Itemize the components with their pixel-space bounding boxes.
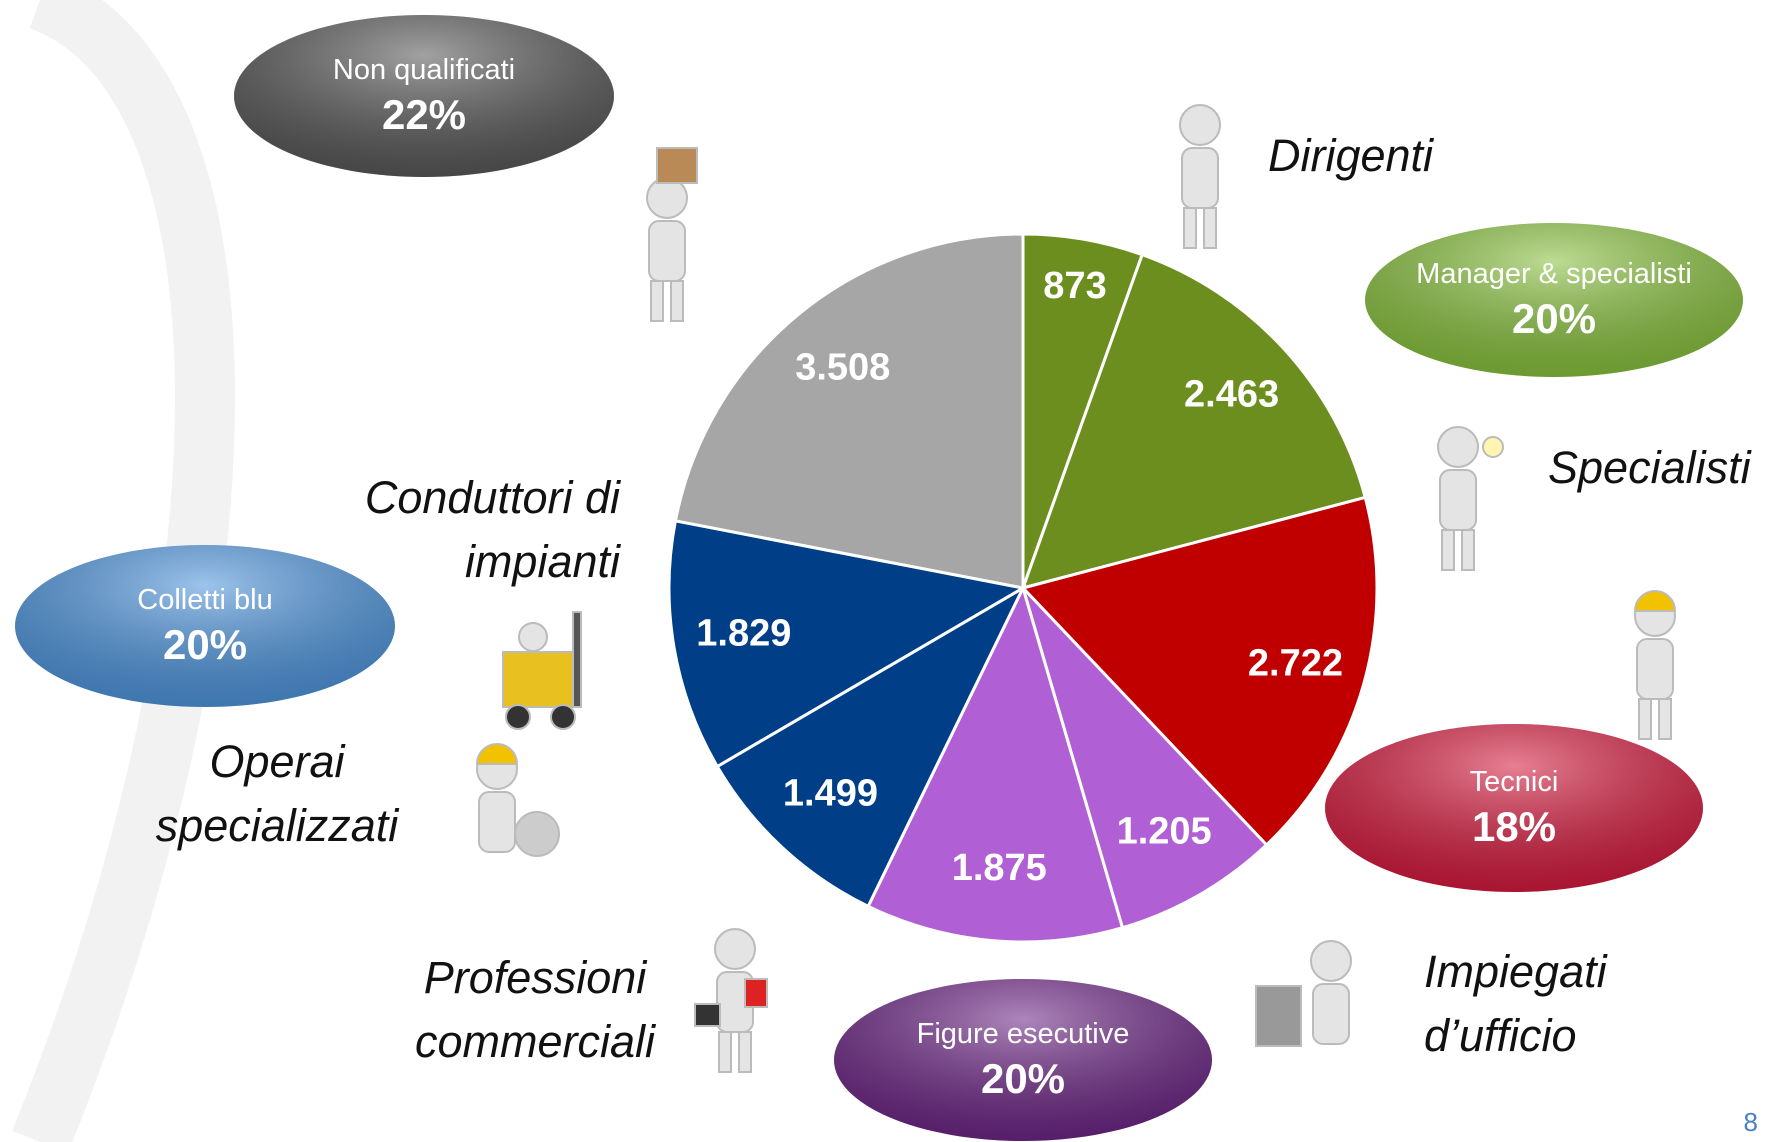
pie-slice (1020, 252, 1368, 591)
pie-slice (1020, 495, 1379, 848)
pie-slice (673, 232, 1025, 590)
pie-slice (1021, 586, 1269, 930)
category-label: Impiegati d’ufficio (1424, 946, 1607, 1061)
value-label: 873 (1043, 265, 1106, 307)
icons (475, 104, 1677, 1073)
group-text: Tecnici 18% (1364, 763, 1664, 853)
group-percent: 20% (980, 1055, 1066, 1102)
pie: 873 2.463 2.722 1.205 1.875 1.499 1.829 3.508 (667, 232, 1379, 944)
ellipse-shine (15, 545, 395, 707)
group-percent: 22% (381, 91, 467, 138)
category-label: Conduttori di impianti (364, 472, 620, 587)
pie-slice (715, 584, 1027, 909)
ellipse-shine (1365, 223, 1743, 377)
group-ellipses (15, 15, 1743, 1141)
ellipse-shine (234, 15, 614, 177)
value-label: 1.829 (696, 613, 791, 655)
group-text: Figure esecutive 20% (873, 1015, 1173, 1105)
category-label: Professioni commerciali (414, 952, 656, 1067)
value-label: 2.722 (1248, 642, 1343, 684)
page-number: 8 (1743, 1107, 1758, 1137)
category-label: Dirigenti (1268, 130, 1434, 181)
group-text: Colletti blu 20% (55, 581, 355, 671)
group-text: Manager & specialisti 20% (1404, 255, 1704, 345)
value-label: 2.463 (1184, 373, 1279, 415)
ellipse-shine (834, 979, 1212, 1141)
group-name: Colletti blu (137, 584, 273, 616)
group-name: Tecnici (1469, 766, 1559, 798)
group-percent: 20% (162, 621, 248, 668)
group-name: Manager & specialisti (1416, 258, 1692, 290)
category-label: Operai specializzati (155, 736, 399, 851)
background-swoosh (12, 0, 235, 1142)
value-label: 1.499 (783, 773, 878, 815)
value-label: 1.205 (1117, 811, 1212, 853)
group-text: Non qualificati 22% (274, 51, 574, 141)
group-percent: 18% (1471, 803, 1557, 850)
value-label: 3.508 (795, 347, 890, 389)
ellipse-shine (1325, 724, 1703, 892)
group-percent: 20% (1511, 295, 1597, 342)
group-name: Non qualificati (332, 54, 516, 86)
group-name: Figure esecutive (916, 1018, 1130, 1050)
pie-slice (667, 519, 1028, 769)
value-label: 1.875 (952, 847, 1047, 889)
category-label: Specialisti (1548, 442, 1751, 493)
pie-slice (866, 583, 1125, 944)
